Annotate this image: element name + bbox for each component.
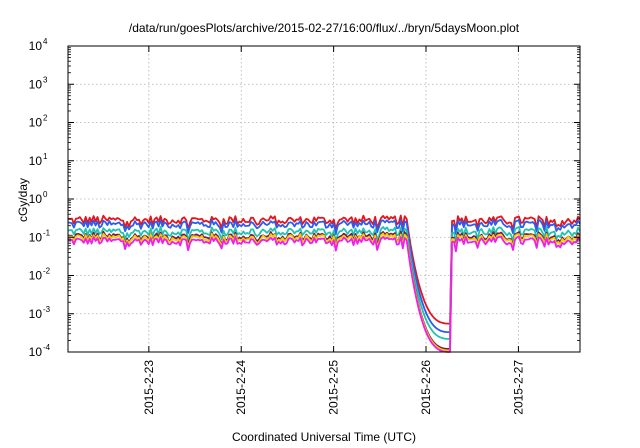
series-line-4 — [67, 230, 581, 350]
x-tick-label: 2015-2-24 — [234, 360, 248, 415]
series-line-2 — [67, 218, 581, 334]
y-tick-label: 10 — [29, 116, 43, 130]
y-tick-label-exponent: -3 — [43, 305, 51, 314]
x-tick-label: 2015-2-27 — [511, 360, 525, 415]
x-tick-label: 2015-2-26 — [419, 360, 433, 415]
y-tick-label-exponent: -1 — [43, 228, 51, 237]
y-tick-label: 10 — [29, 230, 43, 244]
series-line-6 — [67, 235, 581, 353]
y-tick-label-exponent: 4 — [43, 37, 48, 46]
series-line-3 — [67, 225, 581, 340]
y-tick-label: 10 — [29, 192, 43, 206]
y-axis-label: cGy/day — [16, 178, 30, 222]
y-tick-label: 10 — [29, 269, 43, 283]
y-tick-label-exponent: 1 — [43, 152, 48, 161]
x-axis-label: Coordinated Universal Time (UTC) — [232, 430, 416, 444]
y-tick-label: 10 — [29, 345, 43, 359]
x-tick-label: 2015-2-23 — [142, 360, 156, 415]
y-tick-label-exponent: -2 — [43, 267, 51, 276]
chart-title: /data/run/goesPlots/archive/2015-02-27/1… — [129, 21, 520, 35]
y-tick-label-exponent: 2 — [43, 114, 48, 123]
series-line-5 — [67, 232, 581, 352]
y-tick-label: 10 — [29, 307, 43, 321]
y-tick-label-exponent: -4 — [43, 343, 51, 352]
series-line-1 — [67, 214, 581, 325]
y-tick-label-exponent: 0 — [43, 190, 48, 199]
y-tick-label: 10 — [29, 77, 43, 91]
y-tick-label-exponent: 3 — [43, 75, 48, 84]
x-tick-label: 2015-2-25 — [327, 360, 341, 415]
data-series — [67, 214, 581, 353]
y-tick-label: 10 — [29, 154, 43, 168]
y-tick-label: 10 — [29, 39, 43, 53]
x-axis: 2015-2-23 2015-2-24 2015-2-25 2015-2-26 2015… — [142, 46, 525, 415]
grid-lines — [68, 46, 580, 352]
